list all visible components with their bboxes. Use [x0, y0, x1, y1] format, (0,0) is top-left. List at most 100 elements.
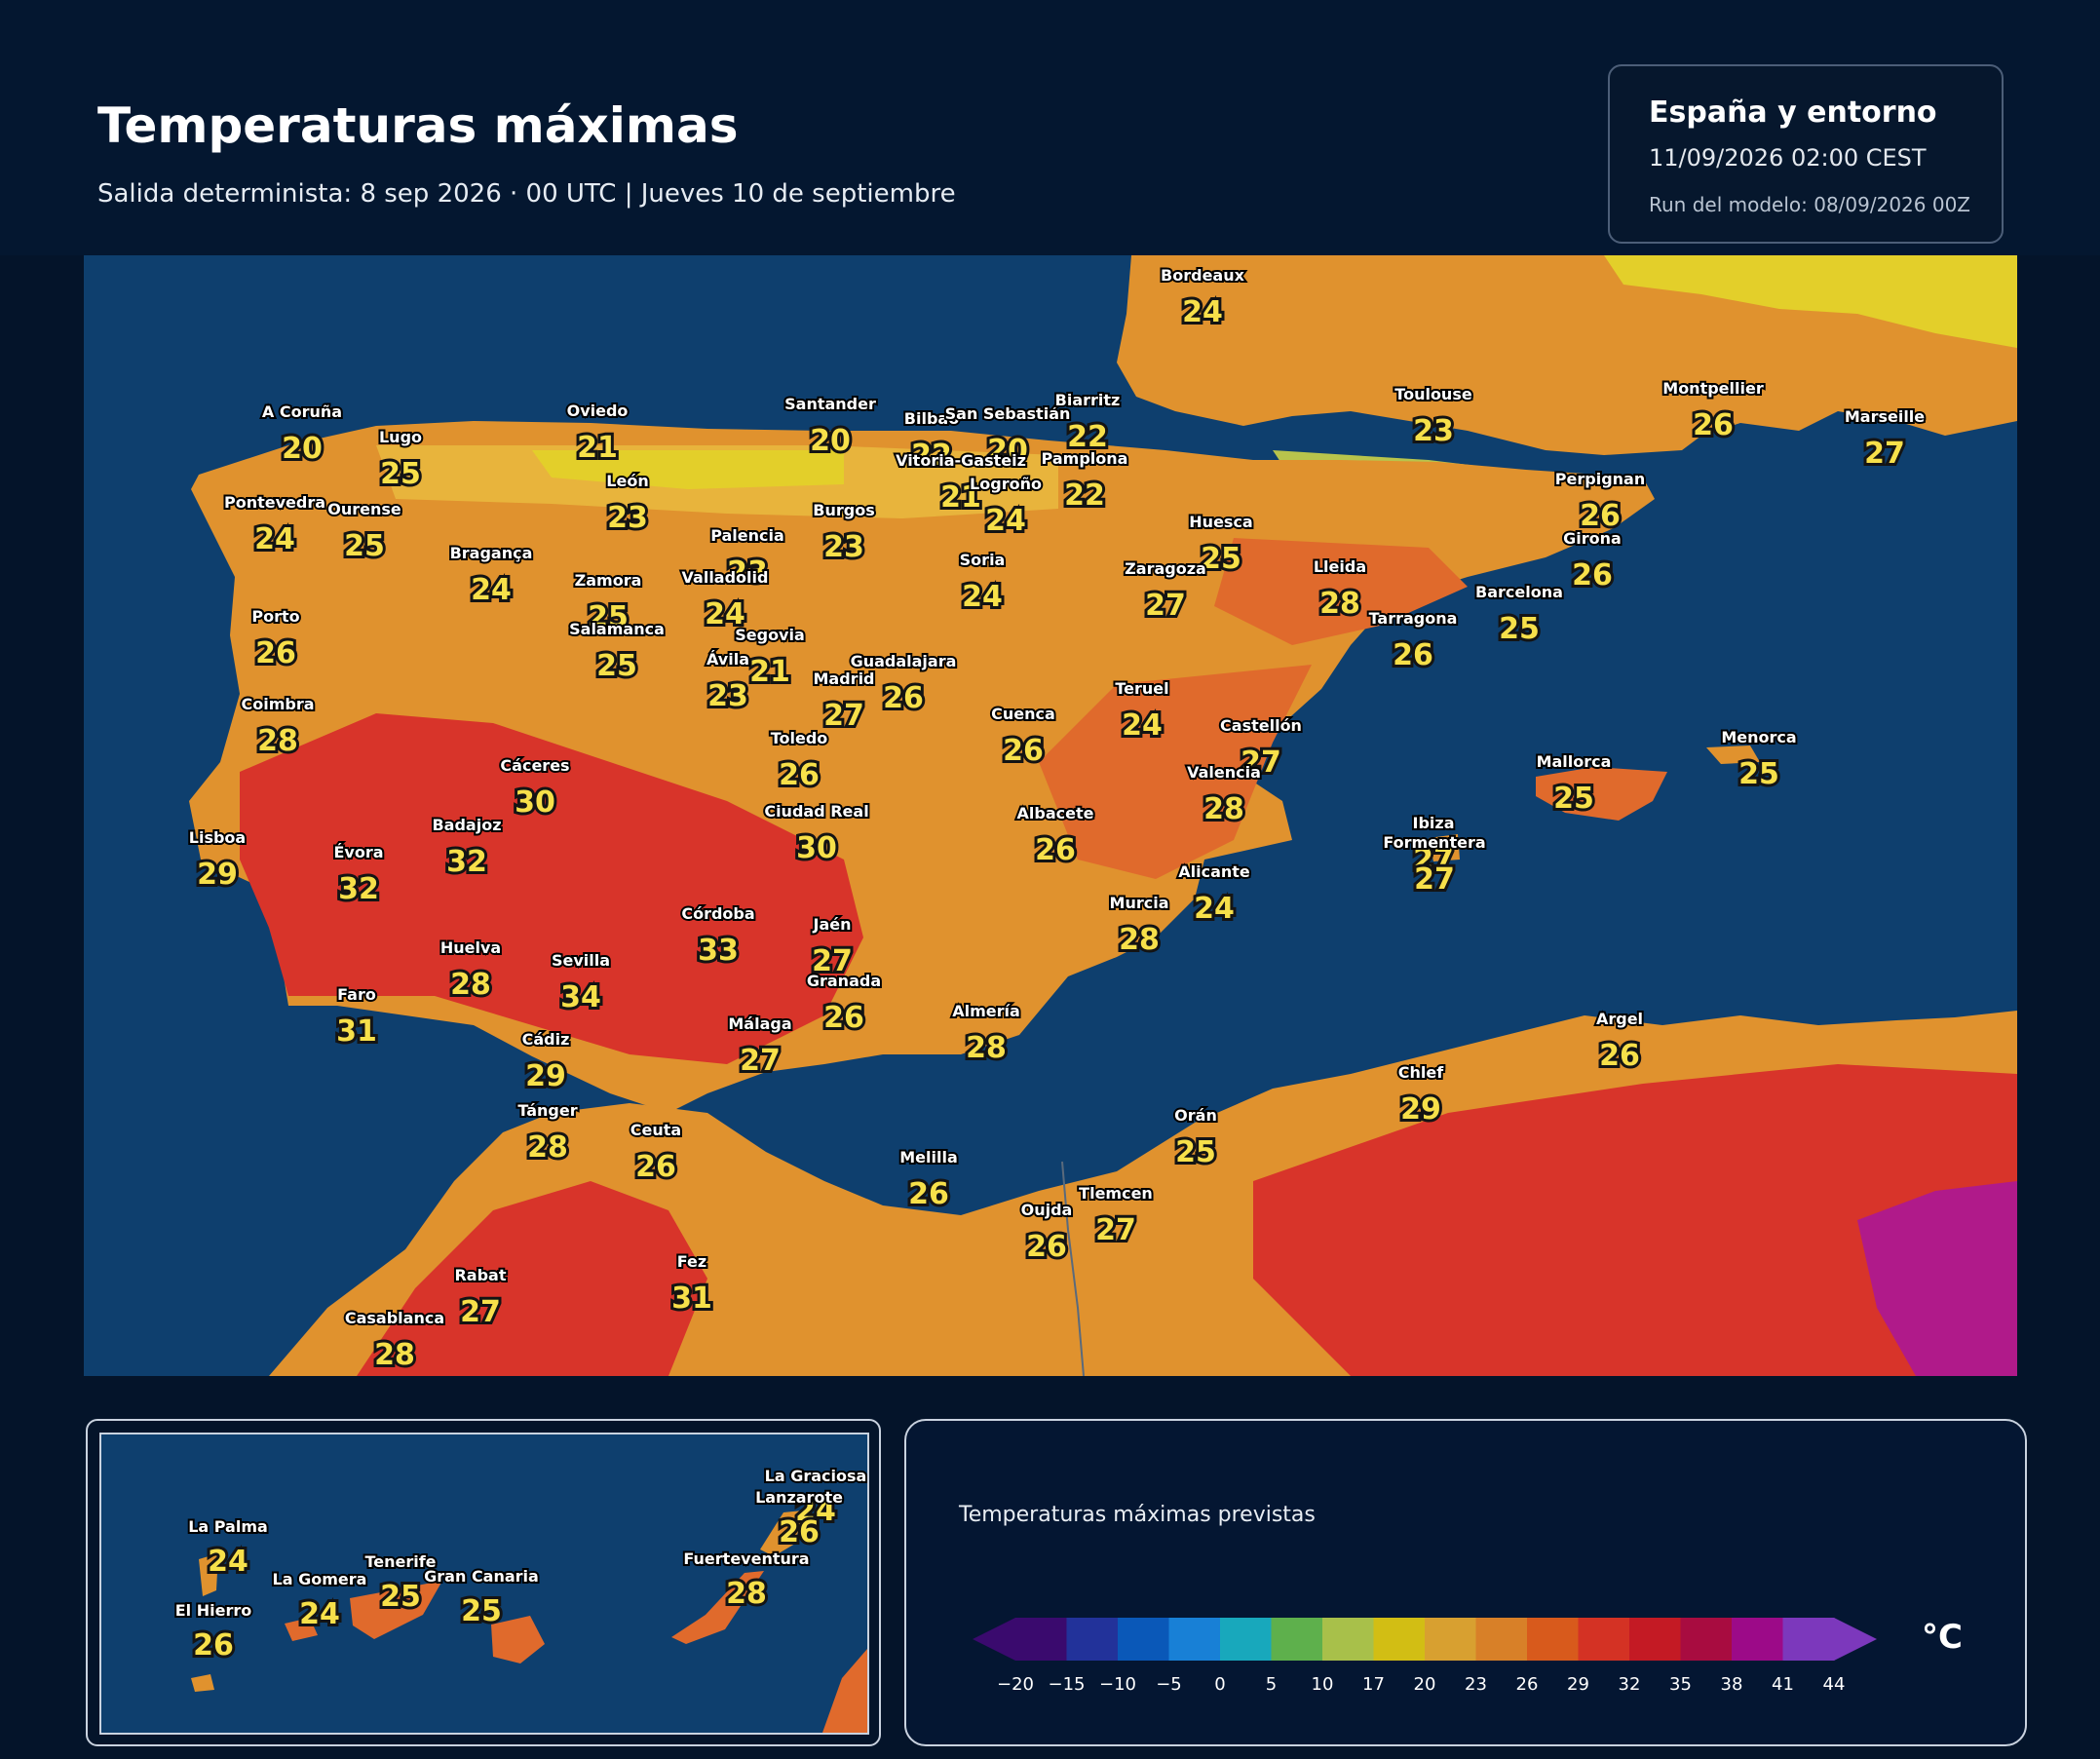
colorbar-segment: [1629, 1618, 1681, 1661]
city-label-biarritz: Biarritz: [1055, 391, 1121, 409]
temp-value-rabat: 27: [460, 1295, 501, 1329]
colorbar-segment: [1680, 1618, 1733, 1661]
temp-value-granada: 26: [823, 1001, 864, 1035]
city-label-coimbra: Coimbra: [241, 695, 314, 713]
colorbar-segment: [1373, 1618, 1426, 1661]
city-label-madrid: Madrid: [814, 669, 875, 688]
temp-value-lugo: 25: [380, 457, 421, 491]
city-label-sevilla: Sevilla: [552, 951, 610, 970]
city-label-valencia: Valencia: [1187, 763, 1261, 782]
city-label-huelva: Huelva: [440, 938, 501, 957]
city-label-oujda: Oujda: [1021, 1201, 1073, 1219]
city-label-segovia: Segovia: [735, 626, 805, 644]
city-label-el-hierro: El Hierro: [175, 1601, 251, 1620]
extreme-heat-zone: [1857, 1181, 2017, 1376]
city-label-montpellier: Montpellier: [1662, 379, 1764, 398]
mallorca-land: [1536, 767, 1667, 821]
colorbar-arrow-low: [973, 1618, 1015, 1661]
temp-value-ciudad-real: 30: [796, 831, 837, 865]
colorbar-tick-label: 29: [1567, 1674, 1589, 1695]
page-subtitle: Salida determinista: 8 sep 2026 · 00 UTC…: [97, 179, 956, 209]
colorbar-tick-label: 26: [1516, 1674, 1539, 1695]
city-label-teruel: Teruel: [1115, 679, 1168, 698]
colorbar-tick-label: 38: [1721, 1674, 1743, 1695]
legend-panel: Temperaturas máximas previstas −20 −15 −10…: [904, 1419, 2027, 1746]
temp-value-casablanca: 28: [374, 1338, 415, 1372]
temp-value-valencia: 28: [1203, 792, 1244, 826]
city-label-lisboa: Lisboa: [189, 828, 246, 847]
city-label-guadalajara: Guadalajara: [851, 652, 957, 670]
temp-value-zamora: 25: [588, 600, 629, 634]
el-hierro-land: [191, 1674, 214, 1692]
colorbar-tick-label: 41: [1772, 1674, 1794, 1695]
tenerife-land: [350, 1581, 442, 1639]
city-label-chlef: Chlef: [1398, 1063, 1444, 1082]
temp-value-porto: 26: [255, 636, 296, 670]
city-label-tlemcen: Tlemcen: [1079, 1184, 1153, 1203]
colorbar-tick-label: 5: [1266, 1674, 1277, 1695]
temp-value-fez: 31: [671, 1281, 712, 1316]
city-label-ceuta: Ceuta: [630, 1121, 681, 1139]
temp-value-vitoria-gasteiz: 21: [940, 480, 981, 515]
gran-canaria-land: [491, 1616, 545, 1663]
colorbar-tick-label: 44: [1823, 1674, 1846, 1695]
temp-value-pontevedra: 24: [254, 522, 295, 556]
legend-unit: °C: [1922, 1618, 1963, 1657]
colorbar-segment: [1732, 1618, 1783, 1661]
temp-value-mallorca: 25: [1553, 782, 1594, 816]
temp-value-valladolid: 24: [705, 597, 745, 631]
colorbar-tick-label: −10: [1099, 1674, 1136, 1695]
temp-value-almeria: 28: [966, 1031, 1007, 1065]
city-label-oviedo: Oviedo: [567, 402, 629, 420]
algeria-hot-zone: [1253, 1064, 2017, 1376]
temp-value-alicante: 24: [1194, 892, 1235, 926]
temp-value-faro: 31: [336, 1014, 377, 1049]
temp-value-burgos: 23: [823, 530, 864, 564]
city-label-malaga: Málaga: [728, 1014, 791, 1033]
fuerteventura-land: [671, 1571, 764, 1644]
temp-value-oujda: 26: [1026, 1230, 1067, 1264]
france-yellow-zone: [1604, 255, 2017, 348]
temperature-map[interactable]: Bordeaux 24 A Coruña 20 Oviedo 21 Santander 20 B…: [84, 255, 2017, 1376]
city-label-gran-canaria: Gran Canaria: [424, 1567, 539, 1586]
temp-value-huesca: 25: [1201, 542, 1241, 576]
city-label-burgos: Burgos: [813, 501, 874, 519]
colorbar-segment: [1578, 1618, 1630, 1661]
city-label-albacete: Albacete: [1017, 804, 1094, 822]
city-label-leon: León: [606, 472, 648, 490]
temp-value-ibiza: 27: [1413, 843, 1454, 877]
city-label-logrono: Logroño: [970, 475, 1042, 493]
city-label-rabat: Rabat: [454, 1266, 506, 1284]
border-line: [1061, 1161, 1085, 1376]
temp-value-formentera: 27: [1414, 862, 1455, 897]
temp-value-la-gomera: 24: [299, 1597, 340, 1631]
colorbar-tick-label: 0: [1214, 1674, 1225, 1695]
city-label-bordeaux: Bordeaux: [1161, 266, 1245, 285]
temp-value-sevilla: 34: [560, 980, 601, 1014]
north-yellow-band: [532, 450, 844, 489]
colorbar-segment: [1425, 1618, 1476, 1661]
temp-value-barcelona: 25: [1499, 612, 1540, 646]
colorbar-segment: [1475, 1618, 1528, 1661]
temp-value-lisboa: 29: [197, 858, 238, 892]
city-label-oran: Orán: [1174, 1106, 1217, 1125]
temp-value-salamanca: 25: [596, 649, 637, 683]
colorbar-tick-label: 23: [1465, 1674, 1487, 1695]
city-label-ciudad-real: Ciudad Real: [764, 802, 868, 821]
temp-value-fuerteventura: 28: [726, 1577, 767, 1611]
city-label-barcelona: Barcelona: [1475, 583, 1563, 601]
temp-value-madrid: 27: [823, 699, 864, 733]
temp-value-ceuta: 26: [635, 1150, 676, 1184]
colorbar-tick-label: −20: [997, 1674, 1034, 1695]
city-label-lleida: Lleida: [1314, 557, 1366, 576]
temp-value-toledo: 26: [779, 758, 820, 792]
temp-value-santander: 20: [810, 424, 851, 458]
city-label-la-gomera: La Gomera: [273, 1570, 367, 1588]
temp-value-lanzarote: 26: [779, 1515, 820, 1549]
morocco-hot-zone: [357, 1181, 707, 1376]
canary-islands-inset[interactable]: La Graciosa 24 Lanzarote 26 La Palma 24 Fuerte…: [86, 1419, 881, 1746]
city-label-lanzarote: Lanzarote: [755, 1488, 843, 1507]
temp-value-oran: 25: [1175, 1135, 1216, 1169]
temp-value-ourense: 25: [344, 529, 385, 563]
